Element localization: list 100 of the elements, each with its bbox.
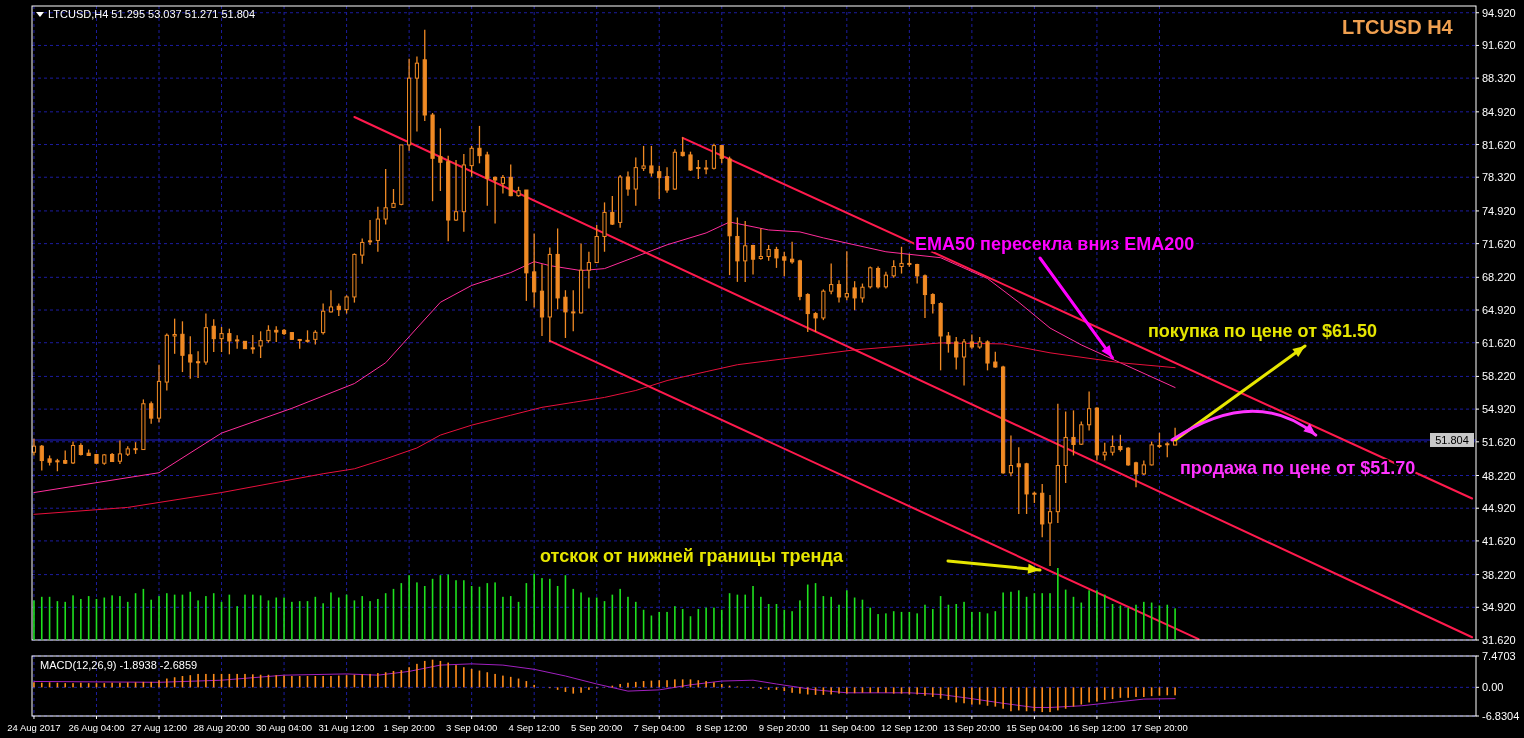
candlestick xyxy=(852,280,857,311)
y-tick-label: 61.620 xyxy=(1482,336,1516,349)
candlestick xyxy=(954,336,959,371)
y-tick-label: 54.920 xyxy=(1482,403,1516,416)
y-tick-label: 91.620 xyxy=(1482,39,1516,52)
candlestick xyxy=(743,220,748,283)
candlestick xyxy=(149,400,154,425)
candlestick xyxy=(704,159,709,176)
candlestick xyxy=(946,331,951,354)
candlestick xyxy=(258,330,263,359)
candlestick xyxy=(922,273,928,319)
candlestick xyxy=(813,311,818,333)
y-tick-label: 44.920 xyxy=(1482,502,1516,515)
candlestick xyxy=(875,265,881,290)
candlestick xyxy=(1110,434,1115,457)
candlestick xyxy=(250,334,255,355)
y-tick-label: 71.620 xyxy=(1482,237,1516,250)
x-tick-label: 12 Sep 12:00 xyxy=(881,722,938,733)
candlestick xyxy=(680,136,685,158)
candlestick xyxy=(328,289,334,314)
candlestick xyxy=(696,159,701,180)
text: LTCUSD H4 xyxy=(1342,16,1454,38)
x-tick-label: 30 Aug 04:00 xyxy=(256,722,313,733)
y-tick-label: 38.220 xyxy=(1482,568,1516,581)
candlestick xyxy=(1016,446,1021,515)
x-tick-label: 27 Aug 12:00 xyxy=(131,722,188,733)
x-tick-label: 8 Sep 12:00 xyxy=(696,722,748,733)
y-tick-label: 7.4703 xyxy=(1482,650,1516,662)
candlestick xyxy=(172,317,177,355)
candlestick xyxy=(1008,434,1014,477)
candlestick xyxy=(321,302,326,336)
candlestick xyxy=(383,168,388,226)
candlestick xyxy=(836,279,842,304)
y-tick-label: 41.620 xyxy=(1482,534,1516,547)
chart-title: MACD(12,26,9) -1.8938 -2.6859 xyxy=(40,659,198,671)
ref-line-label: 51.804 xyxy=(1435,433,1469,446)
candlestick xyxy=(195,350,201,379)
x-tick-label: 26 Aug 04:00 xyxy=(68,722,125,733)
y-tick-label: 94.920 xyxy=(1482,6,1516,19)
x-tick-label: 5 Sep 20:00 xyxy=(571,722,623,733)
candlestick xyxy=(782,251,787,277)
y-tick-label: -6.8304 xyxy=(1482,710,1520,722)
candlestick xyxy=(227,328,232,355)
candlestick xyxy=(180,320,185,373)
annotation: EMA50 пересекла вниз EMA200 xyxy=(915,234,1195,254)
candlestick xyxy=(563,289,568,339)
candlestick xyxy=(1087,390,1092,432)
candlestick xyxy=(39,444,44,472)
y-tick-label: 58.220 xyxy=(1482,370,1516,383)
candlestick xyxy=(469,145,474,178)
x-tick-label: 7 Sep 04:00 xyxy=(633,722,685,733)
candlestick xyxy=(899,246,904,275)
y-tick-label: 88.320 xyxy=(1482,72,1516,85)
y-tick-label: 68.220 xyxy=(1482,271,1516,284)
line-series xyxy=(33,342,1176,515)
x-tick-label: 4 Sep 12:00 xyxy=(508,722,560,733)
y-tick-label: 78.320 xyxy=(1482,171,1516,184)
candlestick xyxy=(844,250,849,301)
y-tick-label: 64.920 xyxy=(1482,304,1516,317)
candlestick xyxy=(961,338,967,387)
y-tick-label: 74.920 xyxy=(1482,204,1516,217)
candlestick xyxy=(688,151,693,172)
annotation: LTCUSD,H4 51.295 53.037 51.271 51.804 xyxy=(48,8,256,20)
annotation: отскок от нижней границы тренда xyxy=(540,546,844,566)
candlestick xyxy=(711,143,717,171)
candlestick xyxy=(188,335,193,380)
candlestick xyxy=(344,294,349,315)
candlestick xyxy=(219,326,224,353)
candlestick xyxy=(1126,446,1131,467)
x-tick-label: 15 Sep 04:00 xyxy=(1006,722,1063,733)
candlestick xyxy=(1047,494,1053,567)
x-tick-label: 13 Sep 20:00 xyxy=(943,722,1001,733)
candlestick xyxy=(508,163,513,197)
candlestick xyxy=(664,166,670,194)
candlestick xyxy=(586,251,591,290)
candlestick xyxy=(641,145,646,172)
candlestick xyxy=(360,237,365,265)
candlestick xyxy=(414,55,420,133)
y-tick-label: 84.920 xyxy=(1482,105,1516,118)
candlestick xyxy=(532,232,537,309)
y-tick-label: 81.620 xyxy=(1482,138,1516,151)
candlestick xyxy=(610,195,615,226)
candlestick xyxy=(70,440,76,465)
x-tick-label: 3 Sep 04:00 xyxy=(446,722,498,733)
candlestick xyxy=(117,439,123,465)
candlestick xyxy=(860,282,865,304)
candlestick xyxy=(1079,420,1084,446)
candlestick xyxy=(657,164,662,200)
candlestick xyxy=(367,219,373,246)
candlestick xyxy=(1149,440,1154,467)
candlestick xyxy=(391,188,396,209)
candlestick xyxy=(375,206,380,253)
y-tick-label: 0.00 xyxy=(1482,681,1504,694)
candlestick xyxy=(485,151,490,207)
candlestick xyxy=(453,159,459,222)
annotation: покупка по цене от $61.50 xyxy=(1148,321,1378,341)
candlestick xyxy=(774,246,779,269)
candlestick xyxy=(985,339,990,372)
candlestick xyxy=(1133,461,1139,488)
x-tick-label: 28 Aug 20:00 xyxy=(193,722,250,733)
